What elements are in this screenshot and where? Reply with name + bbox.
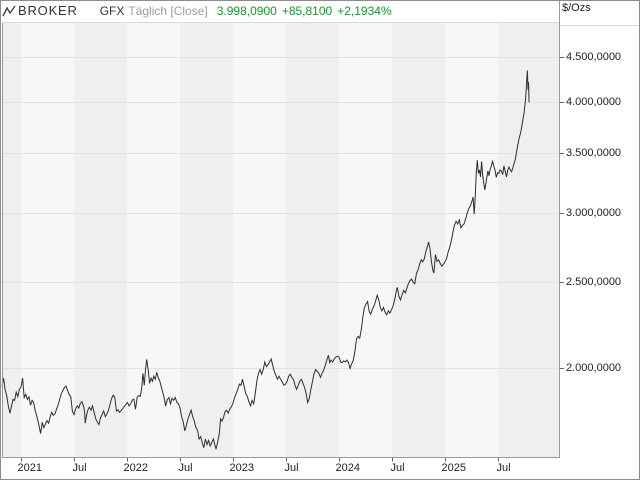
y-axis-tick-label: 2.500,0000 [566,276,622,288]
x-axis-tick-label: 2021 [17,462,42,474]
price-line [1,70,530,450]
x-axis-tick-label: 2023 [229,462,254,474]
y-gridlines [2,57,559,369]
change-percent-value: +2,1934% [337,3,392,18]
y-axis-tick-label: 3.500,0000 [566,147,622,159]
x-axis-tick-label: Jul [72,462,87,474]
timeframe-mode-label: Täglich [Close] [128,3,208,18]
y-axis-tick-label: 4.000,0000 [566,96,622,108]
x-axis-tick-label: 2024 [335,462,360,474]
plot-border [2,0,639,458]
y-axis-unit-label: $/Ozs [562,2,591,14]
x-axis-tick-label: Jul [284,462,299,474]
x-axis-tick-label: 2025 [441,462,466,474]
line-chart-icon [2,5,16,16]
change-absolute-value: +85,8100 [281,3,333,18]
symbol-label: GFX [99,3,125,18]
x-axis-tick-label: Jul [496,462,511,474]
quote-header: BROKER GFX Täglich [Close] 3.998,0900 +8… [0,0,640,21]
x-axis-tick-label: 2022 [123,462,148,474]
last-price-value: 3.998,0900 [216,3,277,18]
y-axis-tick-label: 2.000,0000 [566,362,622,374]
x-axis-tick-label: Jul [390,462,405,474]
x-axis-tick-label: Jul [178,462,193,474]
y-axis-tick-label: 3.000,0000 [566,207,622,219]
y-axis-tick-label: 4.500,0000 [566,51,622,63]
broker-label: BROKER [18,3,78,18]
half-year-bands [2,22,559,457]
